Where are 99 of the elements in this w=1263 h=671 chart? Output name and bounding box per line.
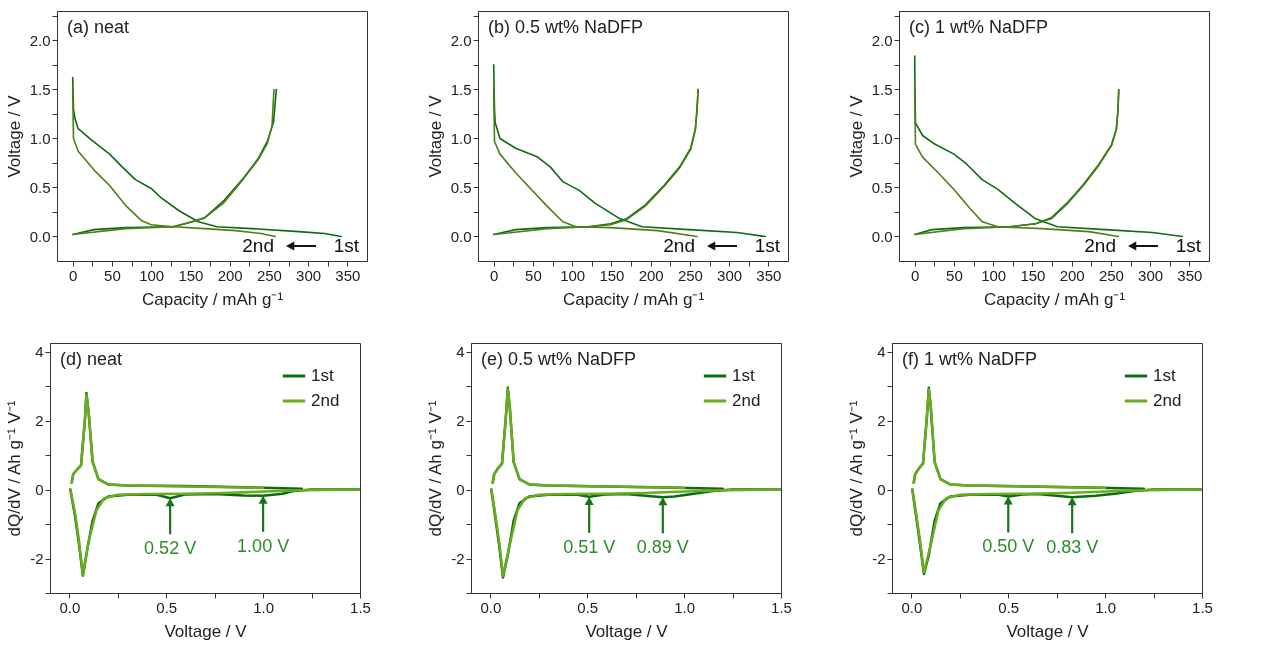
chart-title: (c) 1 wt% NaDFP (909, 17, 1049, 37)
y-tick-label: 0.0 (450, 227, 472, 245)
x-tick-label: 1.0 (674, 598, 696, 616)
y-tick-label: 0.5 (871, 178, 893, 196)
x-tick-label: 0 (911, 266, 920, 284)
annotation: 0.51 V (563, 536, 616, 557)
x-tick-label: 350 (335, 266, 361, 284)
legend-label: 1st (311, 366, 334, 385)
y-tick-label: 4 (35, 343, 44, 361)
y-axis-title: dQ/dV / Ah g⁻¹ V⁻¹ (5, 400, 25, 537)
x-tick-label: 0.5 (998, 598, 1020, 616)
annotation: 1st (754, 235, 781, 256)
x-tick-label: 50 (525, 266, 542, 284)
chart-title: (f) 1 wt% NaDFP (902, 349, 1038, 369)
legend-label: 2nd (311, 391, 340, 410)
x-tick-label: 250 (256, 266, 282, 284)
y-tick-label: 1.5 (871, 80, 893, 98)
x-tick-label: 300 (296, 266, 322, 284)
y-tick-label: -2 (30, 550, 44, 568)
legend-label: 2nd (1153, 391, 1182, 410)
x-tick-label: 0.0 (480, 598, 502, 616)
y-tick-label: 4 (456, 343, 465, 361)
x-tick-label: 300 (717, 266, 743, 284)
y-tick-label: 0 (456, 481, 465, 499)
y-tick-label: 2 (456, 412, 465, 430)
y-tick-label: 4 (877, 343, 886, 361)
annotation: 1.00 V (237, 535, 290, 556)
annotation: 1st (333, 235, 360, 256)
chart-title: (a) neat (67, 17, 130, 37)
y-tick-label: 1.5 (29, 80, 51, 98)
x-tick-label: 150 (178, 266, 204, 284)
y-tick-label: 0.0 (871, 227, 893, 245)
y-tick-label: -2 (872, 550, 886, 568)
x-tick-label: 1.5 (1192, 598, 1213, 616)
legend-label: 1st (732, 366, 755, 385)
x-tick-label: 250 (1098, 266, 1124, 284)
x-axis-title: Voltage / V (1006, 621, 1090, 641)
annotation: 2nd (1084, 235, 1116, 256)
x-axis-title: Voltage / V (164, 621, 248, 641)
annotation: 0.50 V (982, 536, 1035, 557)
x-tick-label: 100 (981, 266, 1007, 284)
x-tick-label: 0 (69, 266, 78, 284)
x-axis-title: Capacity / mAh g⁻¹ (983, 289, 1126, 309)
x-axis-title: Capacity / mAh g⁻¹ (562, 289, 705, 309)
x-tick-label: 350 (756, 266, 782, 284)
annotation: 0.52 V (144, 538, 197, 559)
y-tick-label: 0 (35, 481, 44, 499)
y-tick-label: 2 (877, 412, 886, 430)
x-axis-title: Capacity / mAh g⁻¹ (141, 289, 284, 309)
y-tick-label: 0.5 (450, 178, 472, 196)
annotation: 0.89 V (636, 537, 689, 558)
x-tick-label: 0.5 (156, 598, 178, 616)
chart-title: (b) 0.5 wt% NaDFP (488, 17, 644, 37)
x-tick-label: 300 (1138, 266, 1164, 284)
x-axis-title: Voltage / V (585, 621, 669, 641)
x-tick-label: 0.5 (577, 598, 599, 616)
x-tick-label: 1.0 (253, 598, 275, 616)
annotation: 0.83 V (1046, 537, 1099, 558)
y-tick-label: 2 (35, 412, 44, 430)
x-tick-label: 50 (104, 266, 121, 284)
x-tick-label: 1.5 (771, 598, 792, 616)
x-tick-label: 200 (217, 266, 243, 284)
x-tick-label: 1.0 (1095, 598, 1117, 616)
y-axis-title: dQ/dV / Ah g⁻¹ V⁻¹ (426, 400, 446, 537)
x-tick-label: 200 (1059, 266, 1085, 284)
y-tick-label: 2.0 (871, 31, 893, 49)
y-axis-title: Voltage / V (425, 94, 445, 178)
x-tick-label: 250 (677, 266, 703, 284)
y-tick-label: 2.0 (29, 31, 51, 49)
annotation: 1st (1175, 235, 1202, 256)
x-tick-label: 150 (599, 266, 625, 284)
legend-label: 2nd (732, 391, 761, 410)
y-axis-title: dQ/dV / Ah g⁻¹ V⁻¹ (847, 400, 867, 537)
x-tick-label: 100 (560, 266, 586, 284)
x-tick-label: 0.0 (59, 598, 81, 616)
y-tick-label: 2.0 (450, 31, 472, 49)
x-tick-label: 0.0 (901, 598, 923, 616)
chart-title: (d) neat (60, 349, 123, 369)
x-tick-label: 200 (638, 266, 664, 284)
x-tick-label: 0 (490, 266, 499, 284)
y-tick-label: 1.5 (450, 80, 472, 98)
y-tick-label: 0 (877, 481, 886, 499)
y-tick-label: 1.0 (871, 129, 893, 147)
y-tick-label: 0.0 (29, 227, 51, 245)
y-axis-title: Voltage / V (4, 94, 24, 178)
annotation: 2nd (242, 235, 274, 256)
x-tick-label: 350 (1177, 266, 1203, 284)
chart-title: (e) 0.5 wt% NaDFP (481, 349, 637, 369)
y-tick-label: 0.5 (29, 178, 51, 196)
y-tick-label: 1.0 (29, 129, 51, 147)
annotation: 2nd (663, 235, 695, 256)
x-tick-label: 100 (139, 266, 165, 284)
y-tick-label: -2 (451, 550, 465, 568)
x-tick-label: 150 (1020, 266, 1046, 284)
legend-label: 1st (1153, 366, 1176, 385)
x-tick-label: 50 (946, 266, 963, 284)
x-tick-label: 1.5 (350, 598, 371, 616)
y-tick-label: 1.0 (450, 129, 472, 147)
y-axis-title: Voltage / V (846, 94, 866, 178)
